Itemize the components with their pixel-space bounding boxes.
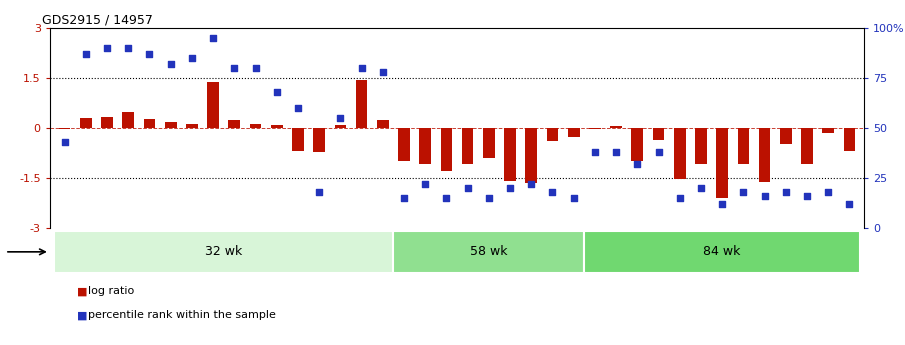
Point xyxy=(205,35,220,40)
Bar xyxy=(653,128,664,140)
Bar xyxy=(632,128,643,161)
Point xyxy=(227,65,242,70)
Bar xyxy=(780,128,792,144)
Point xyxy=(376,69,390,75)
Bar xyxy=(186,124,197,128)
Bar xyxy=(738,128,749,164)
Point xyxy=(778,189,793,195)
Point xyxy=(185,55,199,60)
Point xyxy=(142,51,157,56)
Bar xyxy=(394,231,585,273)
Point xyxy=(121,45,136,50)
Bar xyxy=(80,118,91,128)
Point xyxy=(694,185,709,190)
Point xyxy=(100,45,114,50)
Bar xyxy=(567,128,579,137)
Point xyxy=(609,149,624,155)
Bar xyxy=(483,128,495,158)
Point xyxy=(333,115,348,120)
Point xyxy=(57,139,71,145)
Bar xyxy=(695,128,707,164)
Bar xyxy=(610,126,622,128)
Point xyxy=(715,201,729,206)
Bar xyxy=(462,128,473,164)
Bar xyxy=(717,128,728,198)
Point xyxy=(355,65,369,70)
Bar xyxy=(547,128,558,141)
Point xyxy=(757,193,772,198)
Bar xyxy=(823,128,834,133)
Bar xyxy=(801,128,813,164)
Bar xyxy=(250,124,262,128)
Text: ■: ■ xyxy=(77,286,88,296)
Bar xyxy=(165,122,176,128)
Text: ■: ■ xyxy=(77,310,88,321)
Bar xyxy=(101,117,113,128)
Bar xyxy=(207,82,219,128)
Point xyxy=(164,61,178,66)
Bar xyxy=(356,80,367,128)
Point xyxy=(418,181,433,186)
Bar xyxy=(589,128,601,129)
Point xyxy=(652,149,666,155)
Point xyxy=(439,195,453,200)
Point xyxy=(79,51,93,56)
Bar xyxy=(398,128,410,161)
Bar xyxy=(585,231,860,273)
Point xyxy=(270,89,284,95)
Bar xyxy=(271,125,282,128)
Bar xyxy=(144,119,156,128)
Point xyxy=(503,185,518,190)
Bar xyxy=(292,128,304,151)
Point xyxy=(545,189,559,195)
Point xyxy=(396,195,411,200)
Point xyxy=(821,189,835,195)
Bar xyxy=(504,128,516,181)
Bar xyxy=(843,128,855,151)
Text: age: age xyxy=(0,245,1,258)
Bar xyxy=(674,128,686,179)
Bar xyxy=(526,128,537,183)
Text: GDS2915 / 14957: GDS2915 / 14957 xyxy=(42,13,153,27)
Text: percentile rank within the sample: percentile rank within the sample xyxy=(88,310,276,321)
Bar xyxy=(54,231,394,273)
Point xyxy=(843,201,857,206)
Bar xyxy=(122,112,134,128)
Point xyxy=(248,65,262,70)
Point xyxy=(630,161,644,166)
Bar xyxy=(441,128,452,171)
Point xyxy=(291,105,305,110)
Text: 58 wk: 58 wk xyxy=(470,245,508,258)
Point xyxy=(312,189,327,195)
Bar xyxy=(419,128,431,164)
Point xyxy=(567,195,581,200)
Bar xyxy=(59,128,71,129)
Point xyxy=(587,149,602,155)
Text: log ratio: log ratio xyxy=(88,286,134,296)
Point xyxy=(461,185,475,190)
Text: 32 wk: 32 wk xyxy=(205,245,243,258)
Bar xyxy=(313,128,325,152)
Text: 84 wk: 84 wk xyxy=(703,245,741,258)
Point xyxy=(672,195,687,200)
Point xyxy=(736,189,750,195)
Point xyxy=(481,195,496,200)
Bar xyxy=(377,120,388,128)
Point xyxy=(524,181,538,186)
Bar xyxy=(228,120,240,128)
Bar xyxy=(335,125,347,128)
Point xyxy=(800,193,814,198)
Bar xyxy=(758,128,770,182)
